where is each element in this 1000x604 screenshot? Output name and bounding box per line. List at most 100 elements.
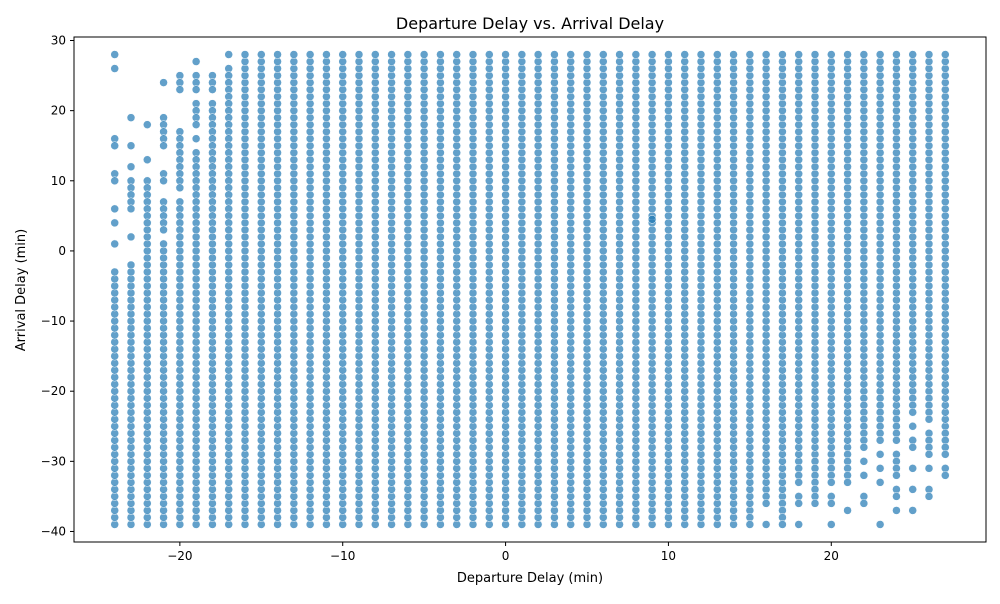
scatter-point xyxy=(159,239,168,249)
scatter-point xyxy=(452,50,461,59)
scatter-point xyxy=(436,50,445,59)
scatter-point xyxy=(126,204,136,214)
scatter-point xyxy=(485,50,494,59)
scatter-point xyxy=(159,176,168,186)
scatter-point xyxy=(843,50,852,59)
y-tick-label: 20 xyxy=(51,104,66,118)
scatter-point xyxy=(924,464,934,473)
x-tick-label: 0 xyxy=(502,549,510,563)
scatter-point xyxy=(924,415,934,424)
scatter-point xyxy=(517,50,527,59)
scatter-point xyxy=(664,50,673,59)
scatter-point xyxy=(143,155,152,164)
scatter-point xyxy=(143,218,152,228)
y-axis-label: Arrival Delay (min) xyxy=(14,229,29,351)
scatter-point xyxy=(582,50,592,59)
scatter-point xyxy=(501,50,510,59)
scatter-point xyxy=(419,50,429,59)
scatter-point xyxy=(778,520,787,529)
scatter-point xyxy=(908,407,917,417)
scatter-point xyxy=(843,478,852,487)
scatter-point xyxy=(908,485,917,494)
scatter-point xyxy=(892,471,901,480)
scatter-point xyxy=(143,120,152,129)
scatter-point xyxy=(892,492,901,501)
scatter-point xyxy=(110,64,119,73)
scatter-point xyxy=(631,50,641,59)
scatter-point xyxy=(941,471,950,480)
scatter-point xyxy=(941,450,950,459)
scatter-point xyxy=(875,50,885,59)
scatter-point xyxy=(761,520,771,529)
scatter-point xyxy=(126,260,136,270)
scatter-point xyxy=(224,50,233,59)
scatter-point xyxy=(387,50,396,59)
scatter-point xyxy=(875,436,885,445)
scatter-point xyxy=(110,218,119,228)
y-tick-label: 30 xyxy=(51,34,66,48)
scatter-point xyxy=(924,50,934,59)
y-tick-label: 10 xyxy=(51,174,66,188)
scatter-point xyxy=(175,183,185,193)
scatter-point xyxy=(810,50,820,59)
scatter-point xyxy=(224,225,233,235)
scatter-point xyxy=(908,422,917,431)
scatter-point xyxy=(810,499,820,508)
scatter-point xyxy=(599,50,608,59)
x-axis-label: Departure Delay (min) xyxy=(457,571,603,586)
scatter-point xyxy=(240,50,250,59)
scatter-point xyxy=(843,506,852,515)
scatter-point xyxy=(647,50,657,59)
scatter-point xyxy=(175,85,185,94)
scatter-point xyxy=(208,225,217,235)
scatter-point xyxy=(761,50,771,59)
scatter-point xyxy=(696,50,706,59)
scatter-point xyxy=(126,141,136,150)
scatter-point xyxy=(859,443,869,452)
scatter-point xyxy=(338,50,347,59)
scatter-point xyxy=(892,50,901,59)
y-tick-label: −20 xyxy=(41,384,66,398)
scatter-point xyxy=(110,204,119,214)
scatter-point xyxy=(729,50,738,59)
scatter-point xyxy=(745,520,755,529)
scatter-point xyxy=(941,50,950,59)
scatter-point xyxy=(191,85,201,94)
scatter-point xyxy=(892,506,901,515)
scatter-point xyxy=(761,499,771,508)
scatter-point xyxy=(875,464,885,473)
scatter-point xyxy=(191,120,201,129)
x-tick-label: 10 xyxy=(661,549,676,563)
scatter-point xyxy=(191,57,201,66)
scatter-point xyxy=(126,162,136,172)
scatter-point xyxy=(550,50,559,59)
scatter-point xyxy=(778,50,787,59)
scatter-point xyxy=(175,232,185,242)
scatter-point xyxy=(159,78,168,87)
scatter-point xyxy=(859,50,869,59)
x-axis-ticks: −20 −10 0 10 20 xyxy=(167,542,839,563)
scatter-point xyxy=(371,50,380,59)
scatter-point xyxy=(468,50,478,59)
scatter-point xyxy=(273,50,282,59)
scatter-point xyxy=(208,85,217,94)
scatter-point xyxy=(110,176,119,186)
scatter-point xyxy=(827,50,836,59)
scatter-point xyxy=(305,50,315,59)
scatter-point xyxy=(924,492,934,501)
y-tick-label: −30 xyxy=(41,454,66,468)
scatter-point xyxy=(126,232,136,242)
scatter-point xyxy=(859,471,869,480)
scatter-point xyxy=(908,443,917,452)
scatter-point xyxy=(289,50,299,59)
scatter-point xyxy=(354,50,364,59)
scatter-point xyxy=(159,141,168,150)
points-layer xyxy=(110,50,950,529)
scatter-point xyxy=(827,478,836,487)
scatter-point xyxy=(533,50,543,59)
scatter-point xyxy=(191,134,201,143)
plot-frame xyxy=(73,36,987,543)
scatter-point xyxy=(908,464,917,473)
